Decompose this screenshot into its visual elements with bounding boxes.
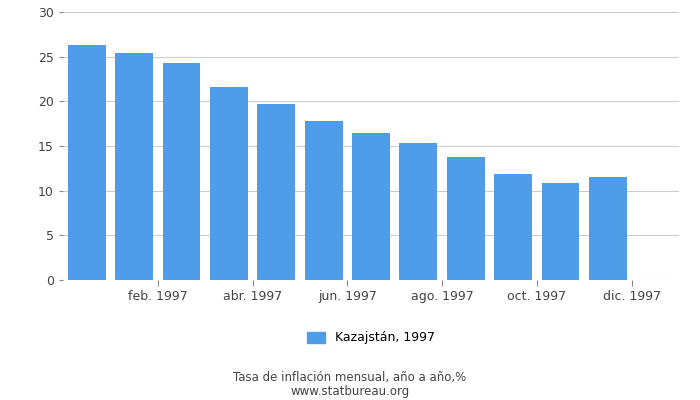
Bar	[304, 121, 342, 280]
Legend: Kazajstán, 1997: Kazajstán, 1997	[302, 326, 440, 350]
Bar	[352, 132, 390, 280]
Bar	[68, 45, 106, 280]
Text: Tasa de inflación mensual, año a año,%: Tasa de inflación mensual, año a año,%	[233, 372, 467, 384]
Bar	[589, 177, 627, 280]
Text: www.statbureau.org: www.statbureau.org	[290, 385, 410, 398]
Bar	[115, 53, 153, 280]
Bar	[258, 104, 295, 280]
Bar	[210, 87, 248, 280]
Bar	[447, 157, 484, 280]
Bar	[400, 143, 438, 280]
Bar	[494, 174, 532, 280]
Bar	[542, 183, 580, 280]
Bar	[162, 63, 200, 280]
